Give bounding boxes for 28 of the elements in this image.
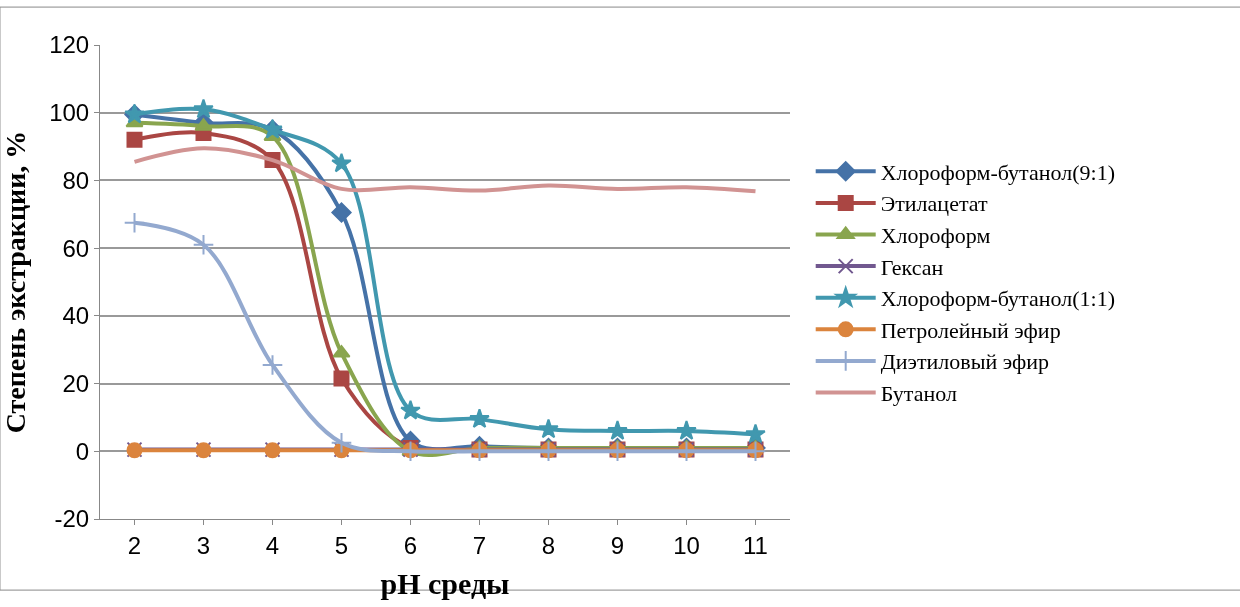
legend-label: Петролейный эфир	[880, 317, 1061, 343]
x-tick-label: 5	[334, 531, 349, 559]
y-tick-label: -20	[54, 505, 90, 533]
legend-label: Диэтиловый эфир	[880, 349, 1050, 375]
x-tick-label: 7	[472, 531, 487, 559]
y-tick-label: 40	[62, 302, 90, 330]
x-tick-label: 9	[610, 531, 625, 559]
x-tick-label: 3	[196, 531, 211, 559]
legend-label: Хлороформ	[880, 223, 991, 249]
legend-label: Этилацетат	[880, 191, 988, 217]
legend-label: Бутанол	[880, 381, 957, 407]
x-tick-label: 10	[673, 531, 700, 559]
x-axis-title: pH среды	[380, 567, 510, 601]
y-axis-title: Степень экстракции, %	[0, 130, 31, 434]
x-tick-label: 2	[127, 531, 142, 559]
x-tick-label: 6	[403, 531, 418, 559]
y-tick-label: 60	[62, 234, 90, 262]
x-tick-label: 8	[541, 531, 556, 559]
y-tick-label: 120	[49, 31, 90, 59]
legend-label: Гексан	[880, 254, 944, 280]
x-tick-label: 11	[743, 531, 768, 559]
y-tick-label: 0	[75, 437, 90, 465]
legend-label: Хлороформ-бутанол(1:1)	[880, 286, 1115, 312]
legend-label: Хлороформ-бутанол(9:1)	[880, 159, 1115, 185]
x-tick-label: 4	[265, 531, 280, 559]
y-tick-label: 80	[62, 166, 90, 194]
y-tick-label: 20	[62, 369, 90, 397]
y-tick-label: 100	[49, 99, 90, 127]
